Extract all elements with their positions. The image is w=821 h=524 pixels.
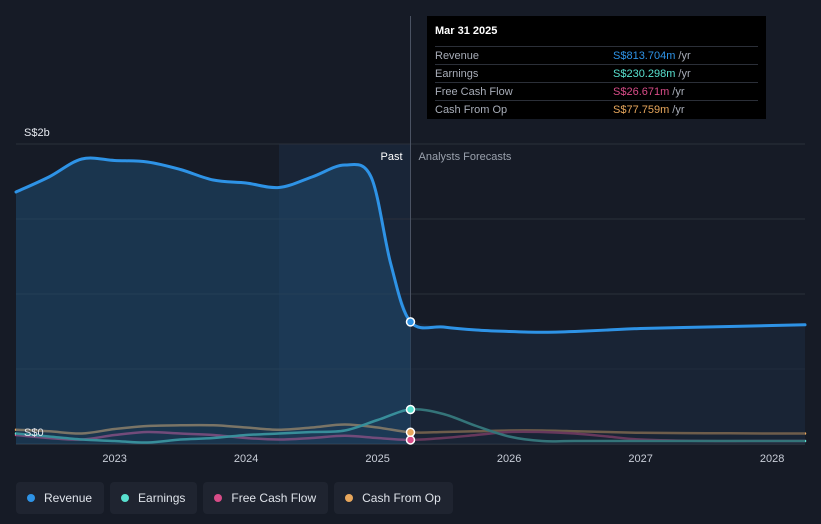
highlight-dot-earnings	[405, 404, 416, 415]
tooltip-panel: Mar 31 2025 Revenue S$813.704m /yr Earni…	[427, 16, 766, 119]
x-tick-label: 2027	[628, 453, 652, 465]
legend-item-free-cash-flow[interactable]: Free Cash Flow	[203, 482, 329, 514]
legend-item-cash-from-op[interactable]: Cash From Op	[334, 482, 453, 514]
highlight-dot-free-cash-flow	[405, 435, 416, 445]
tooltip-value: S$230.298m	[613, 67, 676, 80]
x-tick-label: 2024	[234, 453, 258, 465]
tooltip-value: S$26.671m	[613, 85, 670, 98]
tooltip-value: S$77.759m	[613, 103, 670, 116]
tooltip-label: Free Cash Flow	[435, 85, 513, 98]
forecast-label: Analysts Forecasts	[419, 151, 512, 163]
legend-item-earnings[interactable]: Earnings	[110, 482, 198, 514]
legend-label: Cash From Op	[362, 491, 441, 505]
legend-label: Revenue	[44, 491, 93, 505]
tooltip-label: Revenue	[435, 49, 480, 62]
legend-label: Free Cash Flow	[231, 491, 317, 505]
tooltip-row-free-cash-flow: Free Cash Flow S$26.671m /yr	[435, 82, 758, 100]
tooltip-unit: /yr	[678, 67, 691, 80]
series-area-forecast-revenue	[410, 321, 805, 444]
series-area-revenue	[16, 158, 411, 444]
tooltip-row-revenue: Revenue S$813.704m /yr	[435, 46, 758, 64]
legend-dot-icon	[27, 494, 35, 502]
tooltip-label: Cash From Op	[435, 103, 508, 116]
chart-svg: S$2b S$0 Past Analysts Forecasts 2023 2024 202…	[14, 16, 807, 465]
x-tick-label: 2026	[497, 453, 521, 465]
y-label-top: S$2b	[24, 127, 50, 139]
legend-dot-icon	[345, 494, 354, 502]
tooltip-date: Mar 31 2025	[435, 25, 498, 37]
legend-dot-icon	[121, 494, 130, 502]
tooltip-value: S$813.704m	[613, 49, 676, 62]
legend-dot-icon	[214, 494, 223, 502]
legend-item-revenue[interactable]: Revenue	[16, 482, 105, 514]
legend: Revenue Earnings Free Cash Flow Cash Fro…	[16, 482, 453, 514]
y-label-bottom: S$0	[24, 427, 44, 439]
tooltip-unit: /yr	[678, 49, 691, 62]
tooltip-unit: /yr	[672, 85, 685, 98]
x-tick-label: 2023	[102, 453, 126, 465]
tooltip-label: Earnings	[435, 67, 479, 80]
tooltip-row-cash-from-op: Cash From Op S$77.759m /yr	[435, 100, 758, 118]
legend-label: Earnings	[138, 491, 186, 505]
x-tick-label: 2025	[365, 453, 389, 465]
tooltip-unit: /yr	[672, 103, 685, 116]
highlight-dot-cash-from-op	[405, 427, 416, 438]
past-label: Past	[380, 151, 402, 163]
highlight-dot-revenue	[405, 317, 416, 327]
tooltip-row-earnings: Earnings S$230.298m /yr	[435, 64, 758, 82]
series-line-revenue	[14, 156, 807, 334]
x-tick-label: 2028	[760, 453, 784, 465]
